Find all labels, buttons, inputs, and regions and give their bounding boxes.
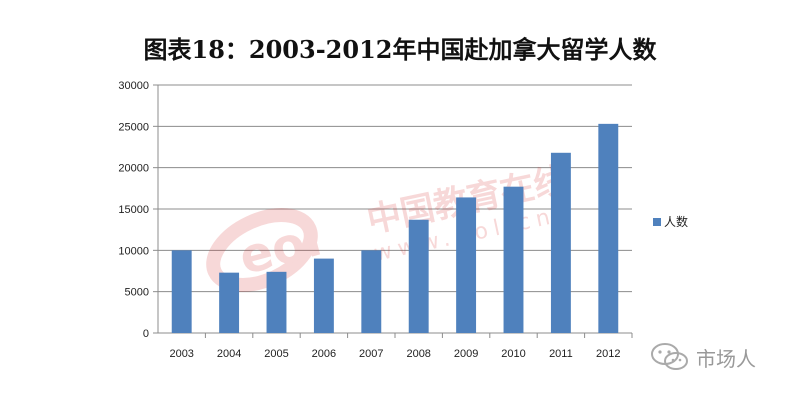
bar: [408, 219, 429, 333]
legend: 人数: [653, 214, 688, 229]
x-tick-label: 2008: [406, 348, 430, 360]
bar: [456, 197, 477, 333]
wechat-account: 市场人: [650, 342, 756, 372]
bar: [171, 250, 192, 333]
y-tick-label: 15000: [118, 204, 149, 216]
wechat-account-name: 市场人: [696, 346, 756, 371]
chart-title: 图表18：2003-2012年中国赴加拿大留学人数: [143, 35, 657, 64]
y-tick-label: 5000: [125, 287, 149, 299]
bars: [171, 123, 619, 333]
x-tick-label: 2011: [549, 348, 573, 360]
y-tick-label: 20000: [118, 163, 149, 175]
y-tick-label: 30000: [118, 80, 149, 92]
y-tick-label: 25000: [118, 121, 149, 133]
x-tick-label: 2009: [454, 348, 478, 360]
bar: [266, 271, 287, 333]
bar: [503, 186, 524, 333]
legend-swatch: [653, 218, 661, 226]
bar: [313, 258, 334, 333]
bar: [219, 272, 240, 333]
y-tick-labels: 0 5000 10000 15000 20000 25000 30000: [118, 80, 149, 340]
x-tick-label: 2006: [312, 348, 336, 360]
legend-label: 人数: [664, 214, 688, 229]
y-tick-label: 10000: [118, 245, 149, 257]
bar: [361, 250, 382, 333]
x-tick-label: 2003: [169, 348, 193, 360]
x-tick-label: 2012: [596, 348, 620, 360]
x-tick-label: 2010: [501, 348, 525, 360]
x-tick-label: 2007: [359, 348, 383, 360]
x-tick-label: 2005: [264, 348, 288, 360]
bar: [550, 152, 571, 333]
x-tick-label: 2004: [217, 348, 241, 360]
x-tick-labels: 2003 2004 2005 2006 2007 2008 2009 2010 2011 2012: [169, 348, 620, 360]
wechat-icon: [651, 343, 688, 370]
y-tick-label: 0: [143, 328, 149, 340]
bar: [598, 123, 619, 333]
